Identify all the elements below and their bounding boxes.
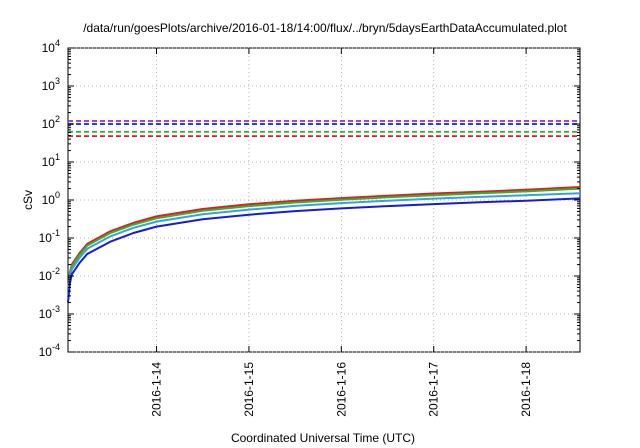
x-tick-label: 2016-1-18 <box>519 362 533 417</box>
y-tick-label: 101 <box>42 152 60 169</box>
series-line <box>67 197 581 303</box>
y-axis-label: cSv <box>21 190 35 210</box>
series-lines <box>67 186 581 303</box>
y-axis: 10-4 10-3 10-2 10-1 100 101 102 103 104 <box>39 38 580 359</box>
chart-title: /data/run/goesPlots/archive/2016-01-18/1… <box>83 21 567 35</box>
x-axis: 2016-1-14 2016-1-15 2016-1-16 2016-1-17 2016… <box>150 48 533 417</box>
reference-lines <box>68 120 580 138</box>
x-tick-label: 2016-1-16 <box>334 362 348 417</box>
y-tick-label: 102 <box>42 114 60 131</box>
y-tick-label: 10-3 <box>39 304 60 321</box>
x-tick-label: 2016-1-14 <box>150 362 164 417</box>
y-tick-label: 104 <box>42 38 60 55</box>
x-tick-label: 2016-1-15 <box>242 362 256 417</box>
y-tick-label: 10-4 <box>39 342 60 359</box>
y-tick-label: 100 <box>42 190 60 207</box>
y-tick-label: 103 <box>42 76 60 93</box>
y-tick-label: 10-2 <box>39 266 60 283</box>
x-axis-label: Coordinated Universal Time (UTC) <box>231 431 415 445</box>
series-line <box>67 187 581 294</box>
x-tick-label: 2016-1-17 <box>427 362 441 417</box>
y-tick-label: 10-1 <box>39 228 60 245</box>
series-line <box>67 186 581 292</box>
series-line <box>67 192 581 298</box>
